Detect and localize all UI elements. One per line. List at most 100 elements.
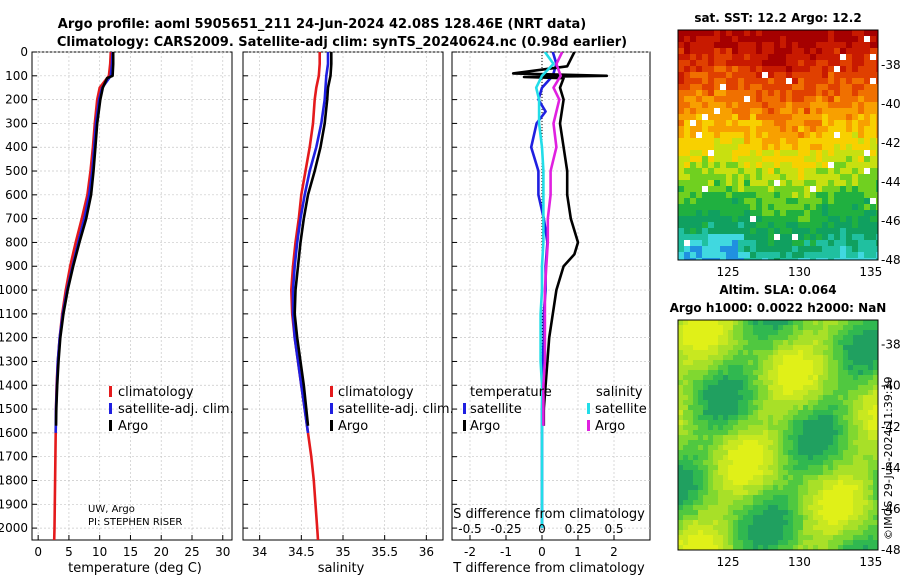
map-cell — [793, 345, 799, 351]
map-cell — [763, 450, 769, 456]
map-cell — [753, 440, 759, 446]
map-cell — [810, 210, 817, 217]
map-cell — [768, 126, 775, 133]
map-cell — [748, 330, 754, 336]
map-cell — [838, 500, 844, 506]
map-cell — [758, 330, 764, 336]
map-cell — [808, 325, 814, 331]
map-cell — [863, 390, 869, 396]
map-cell — [688, 405, 694, 411]
map-cell — [873, 380, 878, 386]
map-cell — [698, 445, 704, 451]
map-cell — [718, 540, 724, 546]
map-cell — [683, 415, 689, 421]
map-cell — [864, 162, 871, 169]
map-cell — [858, 180, 865, 187]
map-cell — [798, 535, 804, 541]
map-cell — [753, 335, 759, 341]
map-cell — [708, 385, 714, 391]
map-cell — [678, 198, 685, 205]
map-cell — [840, 42, 847, 49]
map-cell — [756, 96, 763, 103]
legend-swatch-climatology — [330, 386, 333, 397]
map-cell — [780, 258, 787, 260]
map-cell — [708, 234, 715, 241]
map-cell — [873, 435, 878, 441]
map-cell — [848, 540, 854, 546]
map-cell — [846, 228, 853, 235]
map-cell — [714, 198, 721, 205]
map-cell — [768, 535, 774, 541]
map-cell — [763, 325, 769, 331]
map-cell — [786, 162, 793, 169]
map-cell — [873, 330, 878, 336]
map-cell — [858, 258, 865, 260]
map-cell — [818, 320, 824, 326]
map-cell — [773, 420, 779, 426]
map-cell — [743, 485, 749, 491]
map-cell — [858, 480, 864, 486]
map-cell — [863, 435, 869, 441]
map-cell — [718, 325, 724, 331]
map-cell — [868, 365, 874, 371]
map-cell — [763, 515, 769, 521]
map-cell — [768, 340, 774, 346]
map-cell — [738, 335, 744, 341]
map-cell — [840, 96, 847, 103]
map-cell — [873, 360, 878, 366]
map-cell — [778, 405, 784, 411]
map-cell — [768, 84, 775, 91]
map-cell — [848, 390, 854, 396]
map-cell — [818, 335, 824, 341]
map-cell — [778, 340, 784, 346]
s-difference-tick-label: -0.25 — [490, 522, 521, 536]
map-cell — [758, 360, 764, 366]
map-cell — [738, 48, 745, 55]
map-cell — [808, 515, 814, 521]
map-cell — [813, 430, 819, 436]
map-cell — [768, 525, 774, 531]
map-cell — [858, 30, 865, 37]
map-cell — [792, 90, 799, 97]
legend-label-climatology: climatology — [118, 385, 194, 400]
map-cell — [743, 525, 749, 531]
map-cell — [868, 535, 874, 541]
map-cell — [838, 430, 844, 436]
legend-label-climatology: climatology — [338, 385, 414, 400]
depth-tick-label: 0 — [20, 45, 28, 59]
map-cell — [828, 320, 834, 326]
map-cell — [852, 138, 859, 145]
map-cell — [828, 102, 835, 109]
map-cell — [816, 150, 823, 157]
map-cell — [858, 455, 864, 461]
map-cell — [876, 210, 878, 217]
map-cell — [748, 525, 754, 531]
map-cell — [840, 234, 847, 241]
map-cell — [718, 545, 724, 550]
map-cell — [678, 180, 685, 187]
map-cell — [853, 385, 859, 391]
map-cell — [852, 102, 859, 109]
map-cell — [858, 96, 865, 103]
map-cell — [688, 505, 694, 511]
map-cell — [843, 405, 849, 411]
map-cell — [818, 470, 824, 476]
map-cell — [762, 216, 769, 223]
map-cell — [793, 490, 799, 496]
map-cell — [733, 365, 739, 371]
map-cell — [846, 114, 853, 121]
map-cell — [793, 400, 799, 406]
map-cell — [846, 144, 853, 151]
credit-line1: UW, Argo — [88, 504, 135, 515]
map-cell — [853, 320, 859, 326]
map-cell — [848, 450, 854, 456]
map-ytick-label: -46 — [881, 502, 900, 516]
legend-label-satellite: satellite-adj. clim. — [338, 402, 454, 417]
map-cell — [723, 475, 729, 481]
map-cell — [708, 340, 714, 346]
map-cell — [858, 540, 864, 546]
map-cell — [864, 60, 871, 67]
map-cell — [738, 370, 744, 376]
map-cell — [753, 430, 759, 436]
map-cell — [758, 440, 764, 446]
